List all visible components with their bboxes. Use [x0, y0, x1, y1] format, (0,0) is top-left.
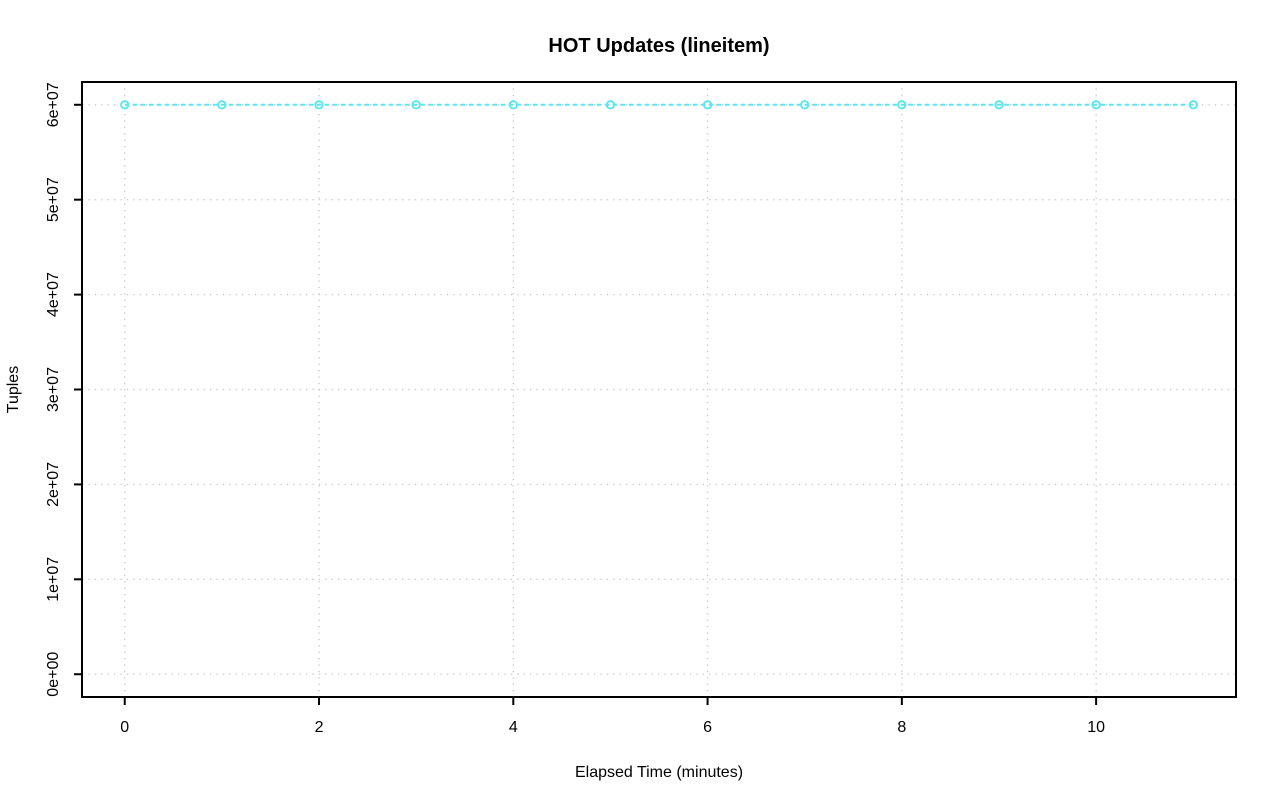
x-tick-label: 0 [120, 719, 129, 736]
y-axis-label: Tuples [5, 366, 22, 413]
series-layer [120, 100, 1198, 110]
data-point [994, 100, 1004, 110]
x-tick-label: 6 [703, 719, 712, 736]
chart-title: HOT Updates (lineitem) [548, 35, 769, 57]
data-point [508, 100, 518, 110]
data-point [1188, 100, 1198, 110]
data-point [120, 100, 130, 110]
x-tick-label: 2 [315, 719, 324, 736]
data-point [897, 100, 907, 110]
axis-layer: 0 2 4 6 8 10 0e+00 1e+07 2e+07 3e+07 4e+07 5e+07 6e+… [45, 82, 1105, 736]
data-point [314, 100, 324, 110]
x-tick-label: 4 [509, 719, 518, 736]
data-point [411, 100, 421, 110]
data-point [217, 100, 227, 110]
y-tick-label: 5e+07 [45, 177, 62, 222]
y-tick-label: 1e+07 [45, 557, 62, 602]
y-tick-label: 3e+07 [45, 367, 62, 412]
data-point [702, 100, 713, 110]
y-tick-label: 2e+07 [45, 462, 62, 507]
grid-layer [82, 82, 1236, 697]
data-point [605, 100, 616, 110]
y-tick-label: 0e+00 [45, 652, 62, 697]
x-tick-label: 10 [1087, 719, 1105, 736]
x-tick-label: 8 [897, 719, 906, 736]
x-axis-label: Elapsed Time (minutes) [575, 764, 743, 781]
data-point [800, 100, 810, 110]
y-tick-label: 4e+07 [45, 272, 62, 317]
y-tick-label: 6e+07 [45, 82, 62, 127]
data-point [1091, 100, 1101, 110]
